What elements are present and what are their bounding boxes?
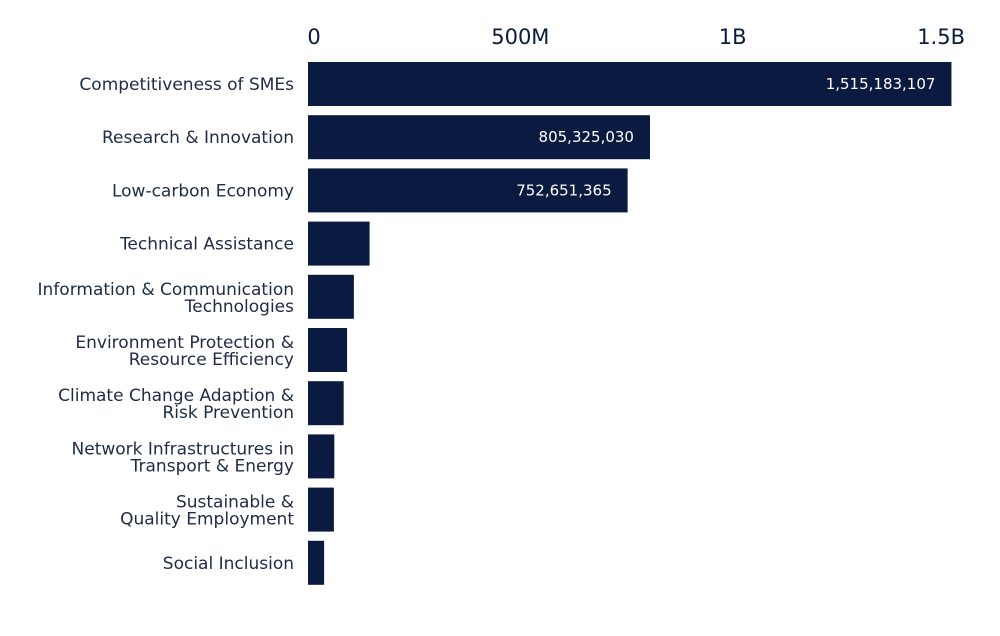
bar (308, 274, 354, 319)
category-label: Sustainable & Quality Employment (120, 493, 294, 530)
bar (308, 168, 628, 213)
bar (308, 434, 335, 479)
category-label: Social Inclusion (163, 554, 294, 574)
bar (308, 328, 348, 372)
data-label: 752,651,365 (516, 181, 611, 199)
x-axis-ticks: 0 500M 1B 1.5B (307, 25, 965, 49)
data-label: 805,325,030 (539, 128, 634, 146)
category-label: Low-carbon Economy (112, 181, 294, 201)
bars (308, 62, 952, 585)
bar (308, 381, 344, 426)
x-tick-label: 0 (307, 25, 320, 49)
category-label: Information & Communication Technologies (38, 280, 295, 317)
x-tick-label: 1.5B (917, 25, 965, 49)
category-label: Competitiveness of SMEs (79, 75, 294, 95)
category-label: Climate Change Adaption & Risk Prevention (58, 386, 294, 423)
x-tick-label: 1B (719, 25, 747, 49)
data-labels: 1,515,183,107 805,325,030 752,651,365 (516, 75, 935, 199)
bar (308, 540, 325, 585)
x-tick-label: 500M (491, 25, 549, 49)
category-labels: Competitiveness of SMEs Research & Innova… (38, 75, 295, 574)
category-label: Research & Innovation (102, 128, 294, 148)
bar (308, 115, 650, 160)
bar (308, 62, 952, 106)
category-label: Technical Assistance (119, 235, 294, 255)
bar (308, 221, 370, 266)
data-label: 1,515,183,107 (826, 75, 936, 93)
bar (308, 487, 334, 532)
category-label: Network Infrastructures in Transport & En… (72, 439, 294, 476)
category-label: Environment Protection & Resource Efficie… (75, 333, 294, 370)
